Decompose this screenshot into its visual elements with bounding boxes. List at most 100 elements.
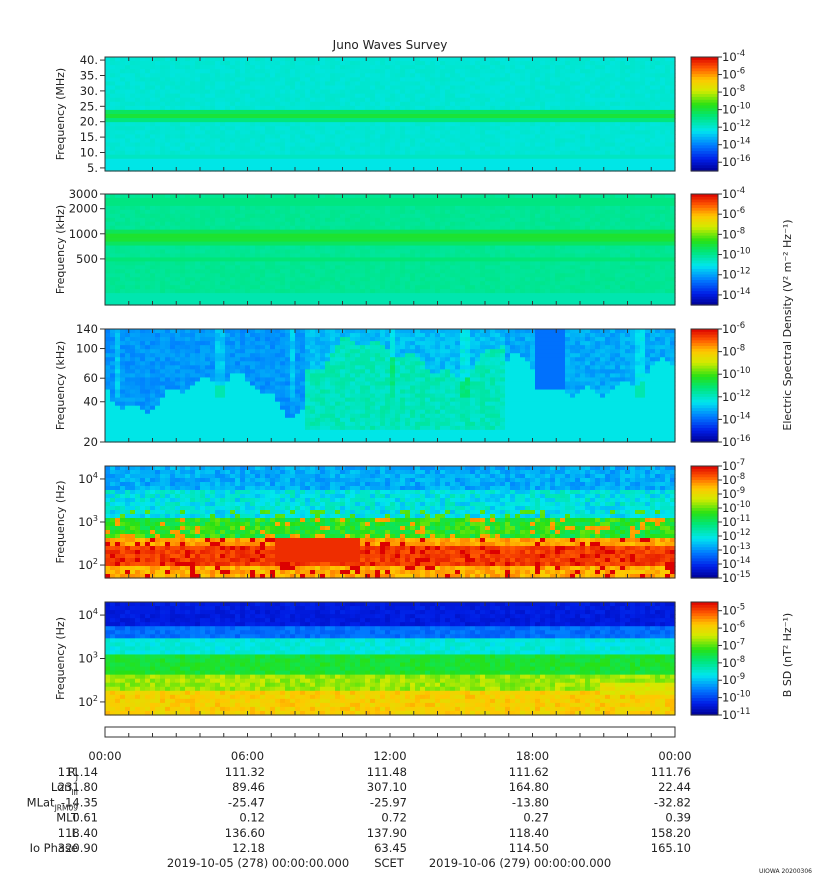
spectrogram-cell — [305, 297, 311, 302]
spectrogram-cell — [400, 57, 406, 62]
spectrogram-cell — [255, 245, 261, 251]
spectrogram-cell — [210, 217, 216, 223]
spectrogram-cell — [160, 122, 166, 127]
spectrogram-cell — [150, 277, 156, 282]
spectrogram-cell — [310, 269, 316, 274]
spectrogram-cell — [525, 138, 531, 144]
spectrogram-cell — [135, 150, 141, 156]
spectrogram-cell — [335, 118, 341, 123]
spectrogram-cell — [265, 245, 271, 251]
colorbar-cell — [691, 79, 718, 84]
spectrogram-cell — [500, 101, 506, 107]
spectrogram-cell — [625, 158, 631, 164]
spectrogram-cell — [120, 101, 126, 107]
spectrogram-cell — [290, 281, 296, 286]
spectrogram-cell — [450, 114, 456, 119]
spectrogram-cell — [250, 134, 256, 140]
spectrogram-cell — [565, 118, 571, 123]
spectrogram-cell — [300, 89, 306, 95]
spectrogram-cell — [225, 158, 231, 164]
spectrogram-cell — [165, 109, 171, 115]
spectrogram-cell — [320, 209, 326, 215]
spectrogram-cell — [525, 93, 531, 99]
spectrogram-cell — [500, 114, 506, 119]
colorbar-cell — [691, 119, 718, 124]
spectrogram-cell — [345, 134, 351, 140]
spectrogram-cell — [240, 217, 246, 223]
spectrogram-cell — [305, 225, 311, 231]
spectrogram-cell — [160, 209, 166, 215]
spectrogram-cell — [115, 249, 121, 255]
spectrogram-cell — [360, 213, 366, 219]
spectrogram-cell — [470, 73, 476, 78]
spectrogram-cell — [180, 122, 186, 127]
spectrogram-cell — [170, 213, 176, 219]
spectrogram-cell — [475, 97, 481, 103]
spectrogram-cell — [390, 101, 396, 107]
spectrogram-cell — [180, 101, 186, 107]
spectrogram-cell — [625, 142, 631, 148]
spectrogram-cell — [540, 150, 546, 156]
spectrogram-cell — [140, 134, 146, 140]
spectrogram-cell — [320, 269, 326, 274]
spectrogram-cell — [425, 162, 431, 168]
spectrogram-cell — [425, 154, 431, 160]
spectrogram-cell — [185, 134, 191, 140]
spectrogram-cell — [485, 65, 491, 70]
spectrogram-cell — [135, 146, 141, 152]
spectrogram-cell — [155, 213, 161, 219]
spectrogram-cell — [195, 105, 201, 111]
spectrogram-cell — [370, 138, 376, 144]
spectrogram-cell — [645, 81, 651, 87]
spectrogram-cell — [590, 166, 596, 172]
spectrogram-cell — [315, 281, 321, 286]
spectrogram-cell — [275, 253, 281, 259]
spectrogram-cell — [475, 158, 481, 164]
spectrogram-cell — [110, 81, 116, 87]
spectrogram-cell — [270, 81, 276, 87]
spectrogram-cell — [320, 265, 326, 270]
spectrogram-cell — [400, 213, 406, 219]
spectrogram-cell — [585, 73, 591, 78]
spectrogram-cell — [325, 138, 331, 144]
spectrogram-cell — [535, 93, 541, 99]
spectrogram-cell — [260, 289, 266, 294]
spectrogram-cell — [200, 229, 206, 235]
spectrogram-cell — [265, 201, 271, 207]
spectrogram-cell — [145, 89, 151, 95]
spectrogram-cell — [240, 122, 246, 127]
spectrogram-cell — [295, 81, 301, 87]
spectrogram-cell — [630, 105, 636, 111]
spectrogram-cell — [340, 285, 346, 290]
spectrogram-cell — [360, 73, 366, 78]
spectrogram-cell — [220, 269, 226, 274]
spectrogram-cell — [560, 162, 566, 168]
spectrogram-cell — [380, 289, 386, 294]
spectrogram-cell — [385, 130, 391, 135]
spectrogram-cell — [660, 118, 666, 123]
spectrogram-cell — [350, 301, 356, 306]
spectrogram-cell — [170, 237, 176, 243]
spectrogram-cell — [325, 257, 331, 262]
spectrogram-cell — [360, 205, 366, 211]
spectrogram-cell — [225, 201, 231, 207]
spectrogram-cell — [140, 197, 146, 203]
spectrogram-cell — [260, 245, 266, 251]
spectrogram-cell — [110, 158, 116, 164]
spectrogram-cell — [150, 65, 156, 70]
spectrogram-cell — [220, 134, 226, 140]
spectrogram-cell — [230, 154, 236, 160]
spectrogram-cell — [585, 105, 591, 111]
spectrogram-cell — [645, 89, 651, 95]
spectrogram-cell — [175, 217, 181, 223]
spectrogram-cell — [115, 281, 121, 286]
spectrogram-cell — [335, 273, 341, 278]
spectrogram-cell — [140, 101, 146, 107]
spectrogram-cell — [180, 57, 186, 62]
spectrogram-cell — [160, 205, 166, 211]
spectrogram-cell — [260, 225, 266, 231]
spectrogram-cell — [265, 289, 271, 294]
spectrogram-cell — [115, 114, 121, 119]
spectrogram-cell — [165, 297, 171, 302]
spectrogram-cell — [250, 253, 256, 259]
